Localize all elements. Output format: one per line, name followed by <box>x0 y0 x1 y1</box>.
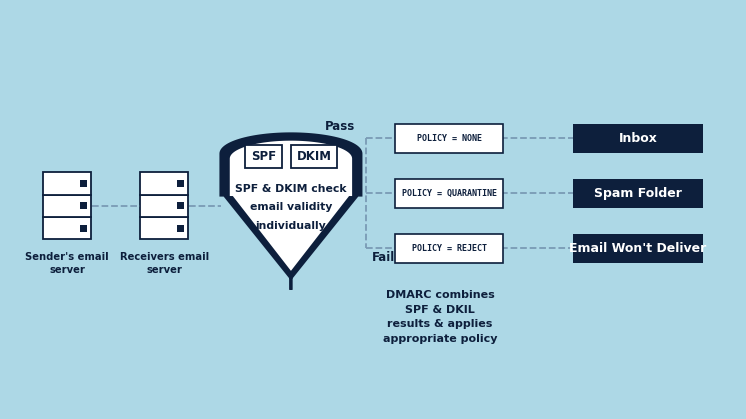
FancyBboxPatch shape <box>395 179 503 208</box>
Text: SPF: SPF <box>251 150 276 163</box>
FancyBboxPatch shape <box>81 180 87 187</box>
FancyBboxPatch shape <box>81 225 87 232</box>
FancyBboxPatch shape <box>573 234 703 263</box>
FancyBboxPatch shape <box>245 145 282 168</box>
FancyBboxPatch shape <box>178 225 184 232</box>
FancyBboxPatch shape <box>291 145 337 168</box>
Text: POLICY = NONE: POLICY = NONE <box>416 134 482 143</box>
Text: Fail: Fail <box>372 251 395 264</box>
FancyBboxPatch shape <box>395 124 503 153</box>
FancyBboxPatch shape <box>140 217 189 239</box>
Text: Spam Folder: Spam Folder <box>594 187 682 200</box>
Text: Email Won't Deliver: Email Won't Deliver <box>569 242 706 255</box>
Text: Inbox: Inbox <box>618 132 657 145</box>
FancyBboxPatch shape <box>573 124 703 153</box>
Text: email validity: email validity <box>250 202 332 212</box>
Text: SPF & DKIM check: SPF & DKIM check <box>235 184 347 194</box>
Text: POLICY = REJECT: POLICY = REJECT <box>412 244 486 253</box>
Text: POLICY = QUARANTINE: POLICY = QUARANTINE <box>401 189 497 198</box>
Polygon shape <box>230 141 352 281</box>
FancyBboxPatch shape <box>81 202 87 209</box>
FancyBboxPatch shape <box>43 217 92 239</box>
FancyBboxPatch shape <box>140 194 189 217</box>
FancyBboxPatch shape <box>140 172 189 194</box>
Text: individually: individually <box>256 221 326 231</box>
Polygon shape <box>221 134 361 290</box>
FancyBboxPatch shape <box>395 234 503 263</box>
Text: DKIM: DKIM <box>297 150 331 163</box>
FancyBboxPatch shape <box>573 179 703 208</box>
Text: Sender's email
server: Sender's email server <box>25 252 109 275</box>
Text: Pass: Pass <box>325 120 355 133</box>
FancyBboxPatch shape <box>43 172 92 194</box>
Text: Receivers email
server: Receivers email server <box>119 252 209 275</box>
FancyBboxPatch shape <box>43 194 92 217</box>
FancyBboxPatch shape <box>178 180 184 187</box>
Text: DMARC combines
SPF & DKIL
results & applies
appropriate policy: DMARC combines SPF & DKIL results & appl… <box>383 290 498 344</box>
FancyBboxPatch shape <box>178 202 184 209</box>
